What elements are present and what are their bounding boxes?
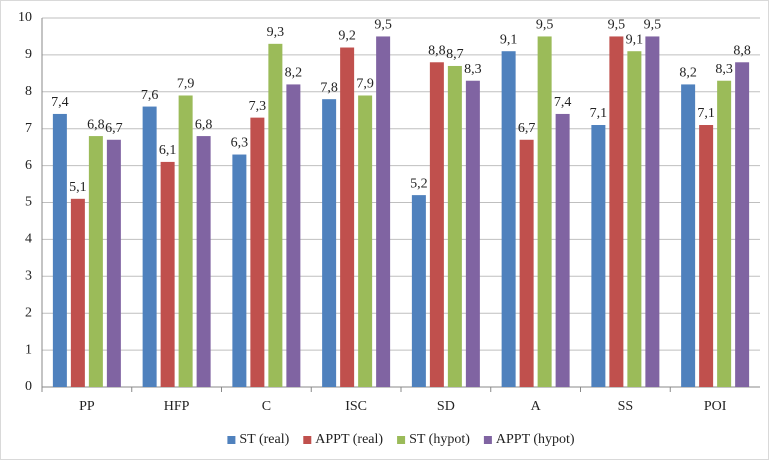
bar: [142, 106, 157, 387]
data-label: 9,2: [338, 29, 356, 44]
data-label: 9,5: [374, 18, 392, 33]
data-label: 7,8: [320, 80, 338, 95]
data-label: 9,5: [536, 18, 554, 33]
y-tick-label: 3: [25, 269, 32, 284]
data-label: 7,9: [356, 77, 374, 92]
y-tick-label: 7: [25, 121, 32, 136]
bar: [232, 154, 247, 387]
bar: [286, 84, 301, 388]
y-tick-label: 4: [25, 232, 32, 247]
bar: [591, 125, 606, 387]
legend-label: ST (real): [239, 432, 289, 447]
data-label: 9,5: [608, 18, 626, 33]
bar: [501, 51, 516, 388]
x-tick-label: A: [531, 399, 542, 414]
legend-swatch: [227, 436, 236, 444]
bar: [447, 65, 462, 387]
bar: [429, 62, 444, 387]
data-label: 7,3: [249, 99, 267, 114]
bar: [609, 36, 624, 387]
data-label: 5,1: [69, 180, 87, 195]
y-tick-label: 0: [25, 379, 32, 394]
data-label: 8,8: [428, 43, 446, 58]
x-tick-label: C: [262, 399, 271, 414]
data-label: 8,8: [733, 43, 751, 58]
data-label: 7,1: [697, 106, 715, 121]
data-label: 7,4: [554, 95, 572, 110]
legend-swatch: [303, 436, 312, 444]
bar: [519, 139, 534, 387]
data-label: 9,1: [626, 32, 644, 47]
bar: [627, 51, 642, 388]
data-label: 8,7: [446, 47, 464, 62]
bar: [178, 95, 193, 388]
y-tick-label: 6: [25, 158, 32, 173]
bar: [250, 117, 265, 387]
x-tick-label: PP: [79, 399, 95, 414]
data-label: 6,3: [231, 136, 249, 151]
bar: [196, 136, 211, 387]
data-label: 8,2: [285, 66, 303, 81]
y-tick-label: 10: [18, 10, 32, 25]
data-label: 6,7: [105, 121, 123, 136]
data-label: 8,3: [464, 62, 482, 77]
y-tick-label: 1: [25, 342, 32, 357]
data-label: 9,3: [267, 25, 285, 40]
bar: [358, 95, 373, 388]
bar: [555, 113, 570, 387]
legend-label: ST (hypot): [409, 432, 470, 447]
data-label: 7,6: [141, 88, 159, 103]
bar: [699, 125, 714, 387]
y-tick-label: 2: [25, 305, 32, 320]
data-label: 7,9: [177, 77, 195, 92]
data-label: 7,4: [51, 95, 69, 110]
bar: [70, 198, 85, 387]
bar: [537, 36, 552, 387]
x-tick-label: POI: [704, 399, 727, 414]
bar: [268, 43, 283, 388]
x-tick-label: SS: [618, 399, 634, 414]
data-label: 6,8: [195, 117, 213, 132]
bar: [681, 84, 696, 388]
bar: [735, 62, 750, 387]
bar: [376, 36, 391, 387]
bar: [322, 99, 337, 388]
legend-label: APPT (real): [315, 432, 383, 447]
bar: [106, 139, 121, 387]
x-tick-label: SD: [437, 399, 455, 414]
bar: [340, 47, 355, 388]
bar: [645, 36, 660, 387]
data-label: 6,1: [159, 143, 177, 158]
legend-swatch: [483, 436, 492, 444]
legend-label: APPT (hypot): [496, 432, 575, 447]
bar: [52, 113, 67, 387]
bar: [465, 80, 480, 387]
y-tick-label: 5: [25, 195, 32, 210]
x-tick-label: HFP: [164, 399, 190, 414]
y-tick-label: 9: [25, 47, 32, 62]
data-label: 6,8: [87, 117, 105, 132]
data-label: 6,7: [518, 121, 536, 136]
data-label: 9,5: [644, 18, 662, 33]
data-label: 5,2: [410, 176, 428, 191]
data-label: 9,1: [500, 32, 518, 47]
data-label: 8,2: [679, 66, 697, 81]
data-label: 7,1: [590, 106, 608, 121]
x-tick-label: ISC: [345, 399, 367, 414]
legend-swatch: [397, 436, 406, 444]
bar: [717, 80, 732, 387]
bar: [411, 195, 426, 387]
data-label: 8,3: [715, 62, 733, 77]
bar: [160, 161, 175, 387]
bar: [88, 136, 103, 387]
y-tick-label: 8: [25, 84, 32, 99]
